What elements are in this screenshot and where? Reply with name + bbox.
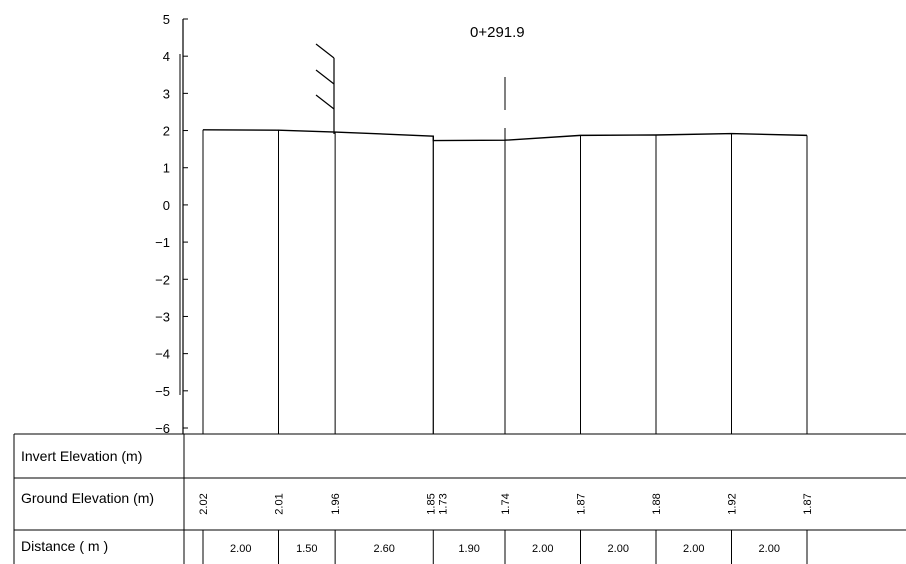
slope-hatch bbox=[315, 94, 335, 110]
axis-tick-label: 3 bbox=[163, 86, 170, 101]
station-label: 0+291.9 bbox=[470, 24, 525, 41]
slope-marker bbox=[315, 43, 335, 134]
axis-tick-label: −4 bbox=[155, 347, 170, 362]
row-label-invert-elevation: Invert Elevation (m) bbox=[21, 448, 142, 464]
distance-value: 2.00 bbox=[532, 543, 553, 555]
axis-tick-label: 0 bbox=[163, 198, 170, 213]
ground-elevation-value: 1.88 bbox=[651, 493, 663, 514]
ground-elevation-value: 1.92 bbox=[727, 493, 739, 514]
axis-tick-label: −6 bbox=[155, 421, 170, 436]
ground-profile bbox=[202, 129, 808, 142]
axis-tick-label: −1 bbox=[155, 235, 170, 250]
axis-tick-label: −2 bbox=[155, 272, 170, 287]
distance-value: 2.00 bbox=[230, 543, 251, 555]
ground-elevation-value: 2.01 bbox=[274, 493, 286, 514]
slope-hatch bbox=[315, 69, 335, 85]
axis-tick-label: 5 bbox=[163, 12, 170, 27]
ground-elevation-value: 2.02 bbox=[198, 493, 210, 514]
axis-tick-label: −3 bbox=[155, 309, 170, 324]
axis-ticks: 5 4 3 2 1 0 −1 −2 −3 −4 −5 −6 bbox=[155, 12, 188, 436]
axis-tick-label: 2 bbox=[163, 124, 170, 139]
axis-tick-label: 1 bbox=[163, 161, 170, 176]
distance-value: 2.60 bbox=[373, 543, 394, 555]
ground-elevation-value: 1.73 bbox=[437, 493, 449, 514]
distance-value: 1.50 bbox=[296, 543, 317, 555]
ground-elevation-value: 1.96 bbox=[330, 493, 342, 514]
axis-tick-label: 4 bbox=[163, 49, 170, 64]
ground-elevation-value: 1.85 bbox=[425, 493, 437, 514]
distance-value: 2.00 bbox=[759, 543, 780, 555]
distance-value: 1.90 bbox=[458, 543, 479, 555]
ground-elevation-value: 1.74 bbox=[500, 493, 512, 514]
station-verticals bbox=[202, 129, 808, 434]
distance-value: 2.00 bbox=[683, 543, 704, 555]
row-label-distance: Distance ( m ) bbox=[21, 538, 108, 554]
distance-values: 2.00 1.50 2.60 1.90 2.00 2.00 2.00 2.00 bbox=[202, 530, 808, 564]
distance-value: 2.00 bbox=[608, 543, 629, 555]
axis-tick-label: −5 bbox=[155, 384, 170, 399]
ground-elevation-value: 1.87 bbox=[576, 493, 588, 514]
ground-elevation-values: 2.02 2.01 1.96 1.85 1.73 1.74 1.87 1.88 1.92 1.87 bbox=[198, 493, 814, 514]
slope-hatch bbox=[315, 43, 335, 59]
row-label-ground-elevation: Ground Elevation (m) bbox=[21, 490, 154, 506]
elevation-axis bbox=[179, 19, 184, 434]
ground-profile-line bbox=[202, 129, 808, 142]
data-table: Invert Elevation (m) Ground Elevation (m… bbox=[13, 433, 906, 564]
ground-elevation-value: 1.87 bbox=[802, 493, 814, 514]
